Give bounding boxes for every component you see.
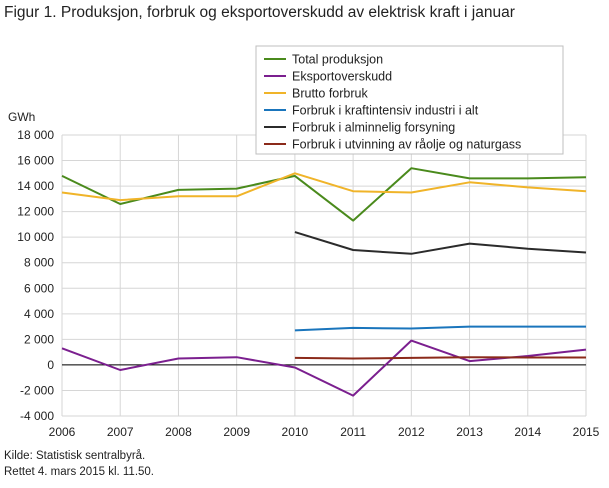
x-tick-label: 2009: [223, 425, 250, 439]
x-tick-label: 2007: [107, 425, 134, 439]
legend-box: [255, 45, 564, 155]
legend-label: Total produksjon: [292, 53, 383, 67]
y-tick-label: -4 000: [20, 409, 54, 423]
series-line: [294, 325, 586, 332]
x-tick-label: 2015: [573, 425, 600, 439]
legend-label: Eksportoverskudd: [292, 70, 392, 84]
legend-label: Forbruk i utvinning av råolje og naturga…: [292, 138, 521, 152]
series-line: [294, 231, 587, 255]
y-tick-label: 0: [47, 358, 54, 372]
x-tick-label: 2006: [49, 425, 76, 439]
chart-title: Figur 1. Produksjon, forbruk og eksporto…: [4, 4, 515, 21]
y-axis-label: GWh: [8, 110, 35, 124]
y-tick-label: 16 000: [17, 154, 54, 168]
axis-layer: -4 000 -2 000 0 2 000 4 000 6 000 8 000 10 000 1…: [8, 110, 600, 439]
y-tick-label: 8 000: [24, 256, 54, 270]
x-tick-label: 2010: [282, 425, 309, 439]
correction-note: Rettet 4. mars 2015 kl. 11.50.: [4, 466, 155, 478]
x-tick-label: 2011: [340, 425, 366, 439]
legend-label: Forbruk i alminnelig forsyning: [292, 121, 455, 135]
y-tick-label: 2 000: [24, 332, 54, 346]
legend-label: Brutto forbruk: [292, 87, 368, 101]
series-line: [61, 172, 587, 202]
y-tick-label: 4 000: [24, 307, 54, 321]
y-tick-label: 6 000: [24, 281, 54, 295]
x-tick-label: 2013: [456, 425, 483, 439]
source-note: Kilde: Statistisk sentralbyrå.: [4, 450, 146, 462]
y-tick-label: -2 000: [20, 383, 54, 397]
y-tick-label: 12 000: [17, 205, 54, 219]
series-line: [61, 339, 587, 397]
legend: Total produksjon Eksportoverskudd Brutto f…: [255, 45, 564, 155]
series-layer: [61, 167, 587, 397]
legend-label: Forbruk i kraftintensiv industri i alt: [292, 104, 479, 118]
series-line: [294, 356, 586, 360]
series-line: [61, 167, 587, 222]
x-tick-label: 2014: [514, 425, 541, 439]
grid-layer: [61, 134, 587, 417]
x-tick-label: 2012: [398, 425, 425, 439]
y-tick-label: 18 000: [17, 128, 54, 142]
y-tick-label: 10 000: [17, 230, 54, 244]
y-tick-label: 14 000: [17, 179, 54, 193]
x-tick-label: 2008: [165, 425, 192, 439]
